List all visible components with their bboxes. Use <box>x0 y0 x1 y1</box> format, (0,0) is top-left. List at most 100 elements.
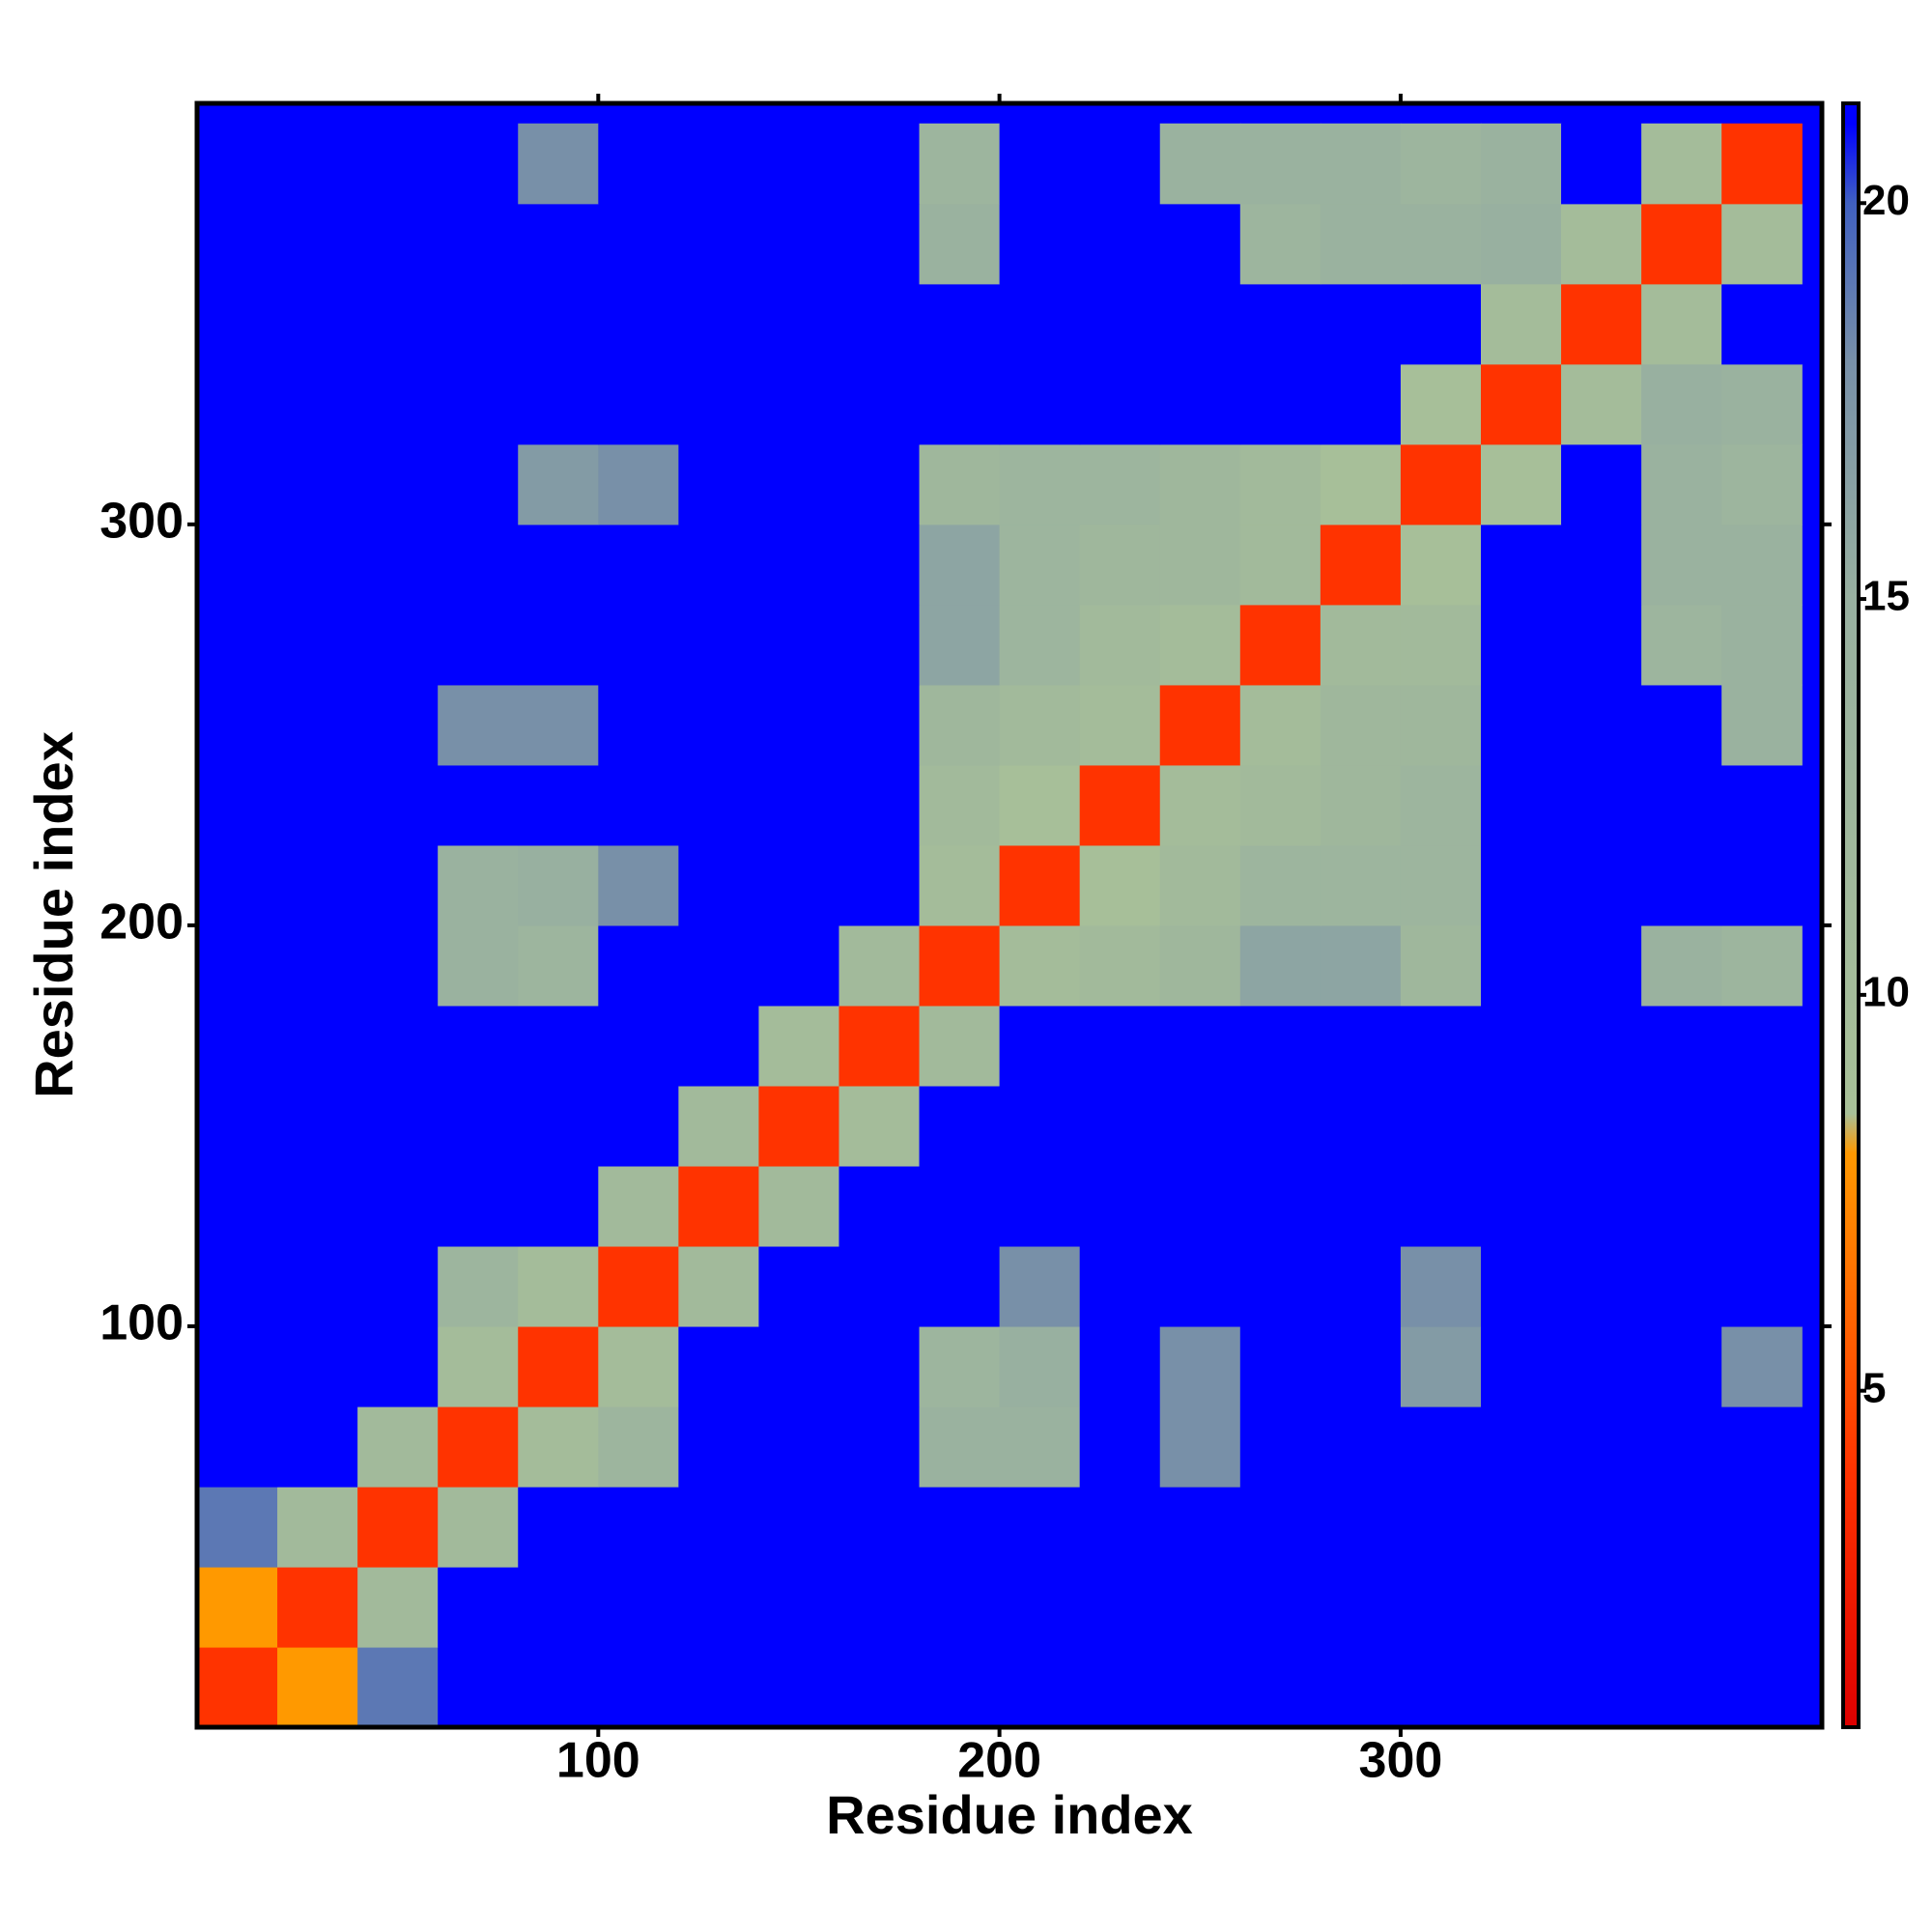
heatmap-cell <box>999 363 1081 445</box>
heatmap-cell <box>1641 1085 1722 1167</box>
heatmap-cell <box>598 1566 679 1648</box>
heatmap-cell <box>438 1165 519 1247</box>
heatmap-cell <box>1079 203 1161 285</box>
heatmap-cell <box>1320 1005 1402 1087</box>
heatmap-cell <box>1239 283 1321 365</box>
heatmap-cell <box>357 1646 439 1728</box>
heatmap-cell <box>999 1245 1081 1327</box>
heatmap-cell <box>438 684 519 766</box>
heatmap-cell <box>758 443 840 526</box>
heatmap-cell <box>999 524 1081 606</box>
heatmap-cell <box>518 123 599 205</box>
heatmap-cell <box>1320 524 1402 606</box>
heatmap-cell <box>1561 1005 1642 1087</box>
heatmap-cell <box>1721 1005 1803 1087</box>
heatmap-cell <box>1480 1085 1562 1167</box>
heatmap-cell <box>1480 684 1562 766</box>
heatmap-cell <box>1320 123 1402 205</box>
heatmap-cell <box>1400 1325 1482 1407</box>
heatmap-cell <box>758 1325 840 1407</box>
heatmap-cell <box>1480 1245 1562 1327</box>
heatmap-cell <box>1320 604 1402 686</box>
heatmap-cell <box>999 1486 1081 1568</box>
heatmap-cell <box>838 123 921 205</box>
x-tick-label: 100 <box>556 1733 640 1789</box>
heatmap-cell <box>758 203 840 285</box>
heatmap-cell <box>1641 203 1722 285</box>
heatmap-cell <box>1561 684 1642 766</box>
heatmap-cell <box>1239 1325 1321 1407</box>
heatmap-cell <box>1320 684 1402 766</box>
heatmap-cell <box>1721 924 1803 1007</box>
heatmap-cell <box>678 203 760 285</box>
heatmap-cell <box>1320 924 1402 1007</box>
heatmap-cell <box>1480 1005 1562 1087</box>
heatmap-cell <box>1641 1486 1722 1568</box>
heatmap-cell <box>197 123 278 205</box>
heatmap-cell <box>438 1406 519 1488</box>
heatmap-cell <box>678 123 760 205</box>
heatmap-cell <box>838 1005 921 1087</box>
plot-frame <box>194 100 1825 1730</box>
heatmap-cell <box>357 764 439 846</box>
heatmap-cell <box>197 1245 278 1327</box>
heatmap-cell <box>197 684 278 766</box>
heatmap-cell <box>598 604 679 686</box>
heatmap-cell <box>518 1325 599 1407</box>
heatmap-cell <box>1400 844 1482 926</box>
heatmap-cell <box>1480 1325 1562 1407</box>
heatmap-cell <box>1561 1646 1642 1728</box>
heatmap-cell <box>1561 123 1642 205</box>
heatmap-cell <box>1159 1406 1241 1488</box>
heatmap-cell <box>919 844 1001 926</box>
heatmap-cell <box>678 443 760 526</box>
heatmap-cell <box>838 1406 921 1488</box>
heatmap-cell <box>357 524 439 606</box>
heatmap-cell <box>758 924 840 1007</box>
heatmap-cell <box>678 1245 760 1327</box>
heatmap-cell <box>1480 844 1562 926</box>
heatmap-cell <box>1400 1486 1482 1568</box>
heatmap-cell <box>1239 764 1321 846</box>
heatmap-cell <box>277 1406 358 1488</box>
heatmap-cell <box>919 524 1001 606</box>
heatmap-cell <box>1721 524 1803 606</box>
heatmap-cell <box>438 203 519 285</box>
heatmap-cell <box>1561 1325 1642 1407</box>
heatmap-cell <box>197 1566 278 1648</box>
heatmap-cell <box>1239 1085 1321 1167</box>
heatmap-cell <box>1320 283 1402 365</box>
heatmap-cell <box>999 764 1081 846</box>
heatmap-cell <box>1641 1325 1722 1407</box>
heatmap-cell <box>598 123 679 205</box>
heatmap-cell <box>1641 1406 1722 1488</box>
heatmap-cell <box>758 1646 840 1728</box>
heatmap-cell <box>1239 443 1321 526</box>
heatmap-cell <box>838 443 921 526</box>
heatmap-cell <box>1079 1325 1161 1407</box>
heatmap-cell <box>1239 1165 1321 1247</box>
x-tick-label: 200 <box>957 1733 1041 1789</box>
heatmap-cell <box>518 764 599 846</box>
heatmap-cell <box>1721 443 1803 526</box>
heatmap-cell <box>1400 1646 1482 1728</box>
heatmap-cell <box>438 844 519 926</box>
heatmap-cell <box>999 1406 1081 1488</box>
heatmap-cell <box>1721 764 1803 846</box>
heatmap-cell <box>1159 524 1241 606</box>
heatmap-cell <box>1239 1406 1321 1488</box>
heatmap-cell <box>518 1085 599 1167</box>
heatmap-cell <box>1320 1325 1402 1407</box>
heatmap-cell <box>357 1005 439 1087</box>
heatmap-cell <box>758 1085 840 1167</box>
heatmap-cell <box>1561 363 1642 445</box>
heatmap-cell <box>598 1486 679 1568</box>
heatmap-cell <box>1641 1646 1722 1728</box>
heatmap-cell <box>919 1245 1001 1327</box>
heatmap-cell <box>1159 123 1241 205</box>
heatmap-cell <box>277 443 358 526</box>
heatmap-cell <box>919 924 1001 1007</box>
heatmap-cell <box>518 844 599 926</box>
heatmap-cell <box>598 1245 679 1327</box>
